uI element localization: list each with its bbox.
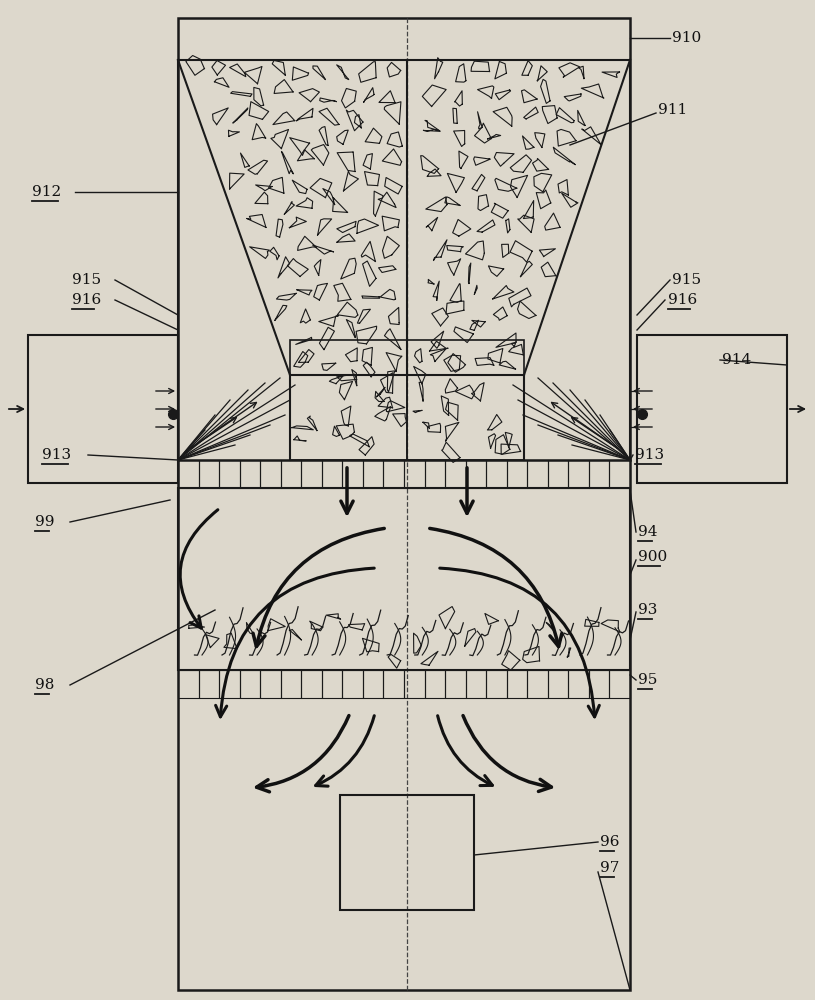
Bar [548,670,568,698]
Bar [568,460,589,488]
Bar [407,340,524,460]
Text: 914: 914 [722,353,751,367]
Text: 912: 912 [32,185,61,199]
Bar [383,460,404,488]
Bar [404,670,425,698]
Bar [363,670,383,698]
Text: 916: 916 [72,293,101,307]
Text: 94: 94 [638,525,658,539]
Bar [445,460,465,488]
Text: 911: 911 [658,103,687,117]
Bar [199,670,219,698]
Text: 98: 98 [35,678,55,692]
Bar [280,670,302,698]
Bar [425,460,445,488]
Text: 97: 97 [600,861,619,875]
Bar [322,670,342,698]
Bar [610,460,630,488]
Bar [487,670,507,698]
Bar [548,460,568,488]
Bar [383,670,404,698]
Bar [568,670,589,698]
Bar [589,670,610,698]
Bar [302,460,322,488]
Text: 95: 95 [638,673,658,687]
Bar [178,488,630,670]
Bar [465,460,487,488]
Bar [219,670,240,698]
Bar [302,670,322,698]
Bar [425,670,445,698]
Bar [340,795,474,910]
Bar [637,335,787,483]
Bar [487,460,507,488]
Bar [507,670,527,698]
Bar [240,460,260,488]
Text: 913: 913 [42,448,71,462]
Bar [178,18,630,990]
Bar [363,460,383,488]
Bar [260,460,280,488]
Text: 93: 93 [638,603,658,617]
Text: 915: 915 [72,273,101,287]
Bar [219,460,240,488]
Bar [610,670,630,698]
Bar [445,670,465,698]
Bar [342,460,363,488]
Bar [178,670,199,698]
Text: 915: 915 [672,273,701,287]
Bar [527,460,548,488]
Bar [240,670,260,698]
Text: 913: 913 [635,448,664,462]
Text: 900: 900 [638,550,667,564]
Bar [260,670,280,698]
Bar [342,670,363,698]
Text: 910: 910 [672,31,701,45]
Bar [322,460,342,488]
Text: 99: 99 [35,515,55,529]
Bar [178,460,199,488]
Bar [527,670,548,698]
Bar [465,670,487,698]
Text: 96: 96 [600,835,619,849]
Bar [280,460,302,488]
Bar [28,335,178,483]
Bar [290,340,407,460]
Text: 916: 916 [668,293,698,307]
Bar [507,460,527,488]
Bar [589,460,610,488]
Bar [199,460,219,488]
Bar [404,460,425,488]
